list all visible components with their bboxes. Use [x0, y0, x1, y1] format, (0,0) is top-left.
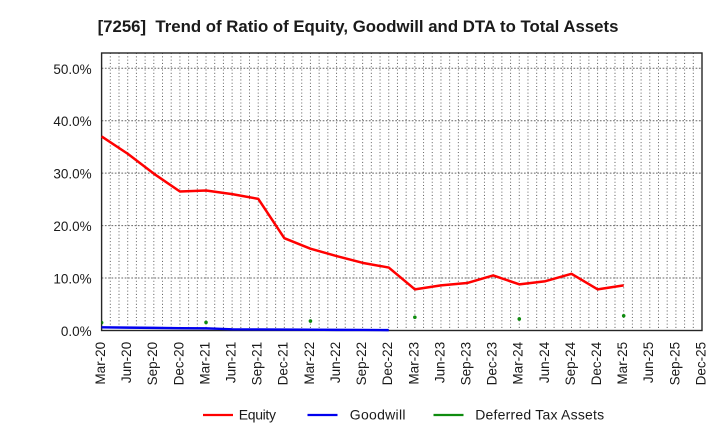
- svg-text:Mar-21: Mar-21: [197, 342, 212, 385]
- svg-text:Mar-22: Mar-22: [302, 342, 317, 385]
- svg-text:Mar-25: Mar-25: [615, 342, 630, 385]
- svg-text:Jun-25: Jun-25: [641, 342, 656, 383]
- svg-text:Dec-25: Dec-25: [693, 342, 708, 386]
- svg-text:Jun-21: Jun-21: [224, 342, 239, 383]
- svg-text:[7256] Trend of Ratio of Equi: [7256] Trend of Ratio of Equity, Goodwil…: [98, 17, 619, 36]
- svg-text:Sep-21: Sep-21: [250, 342, 265, 386]
- svg-text:Dec-21: Dec-21: [276, 342, 291, 386]
- svg-text:Jun-22: Jun-22: [328, 342, 343, 383]
- svg-text:Mar-23: Mar-23: [406, 342, 421, 385]
- svg-text:40.0%: 40.0%: [53, 114, 91, 129]
- svg-text:Dec-24: Dec-24: [589, 341, 604, 385]
- svg-text:Deferred Tax Assets: Deferred Tax Assets: [475, 407, 604, 423]
- svg-text:Jun-20: Jun-20: [119, 342, 134, 383]
- svg-text:Dec-20: Dec-20: [171, 342, 186, 386]
- svg-text:20.0%: 20.0%: [53, 219, 91, 234]
- svg-text:Mar-24: Mar-24: [511, 341, 526, 384]
- svg-text:30.0%: 30.0%: [53, 167, 91, 182]
- svg-text:Goodwill: Goodwill: [350, 407, 406, 423]
- svg-text:Dec-23: Dec-23: [485, 342, 500, 386]
- svg-text:Jun-24: Jun-24: [537, 341, 552, 383]
- svg-text:Sep-22: Sep-22: [354, 342, 369, 386]
- svg-text:Dec-22: Dec-22: [380, 342, 395, 386]
- svg-text:50.0%: 50.0%: [53, 62, 91, 77]
- svg-text:Jun-23: Jun-23: [432, 342, 447, 383]
- svg-text:Mar-20: Mar-20: [93, 342, 108, 385]
- svg-text:10.0%: 10.0%: [53, 272, 91, 287]
- svg-text:Sep-24: Sep-24: [563, 341, 578, 385]
- svg-text:Sep-25: Sep-25: [667, 342, 682, 386]
- svg-text:Equity: Equity: [239, 407, 276, 423]
- svg-text:Sep-20: Sep-20: [145, 342, 160, 386]
- svg-text:0.0%: 0.0%: [61, 324, 92, 339]
- svg-text:Sep-23: Sep-23: [458, 342, 473, 386]
